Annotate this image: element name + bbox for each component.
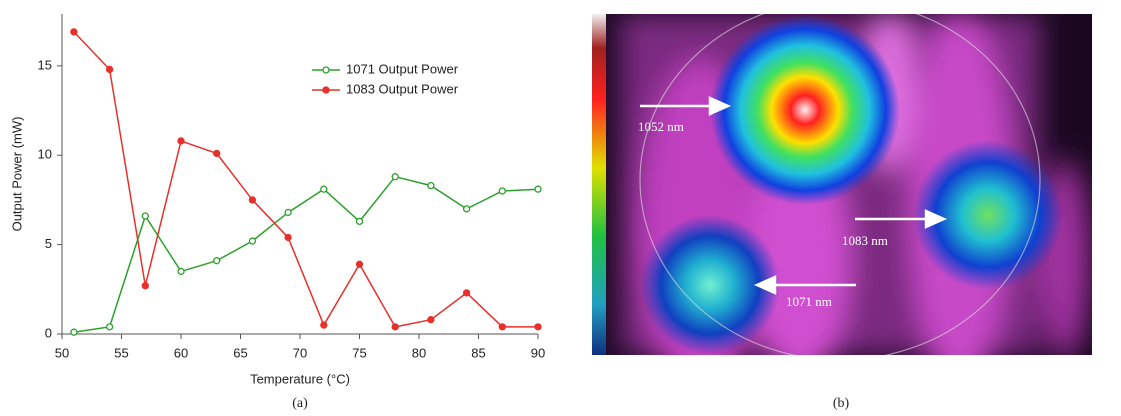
caption: (a): [292, 396, 308, 411]
data-point: [535, 324, 541, 330]
data-point: [357, 261, 363, 267]
x-tick-label: 90: [531, 345, 545, 360]
x-tick-label: 65: [233, 345, 247, 360]
legend-label: 1083 Output Power: [346, 81, 459, 96]
data-point: [214, 258, 220, 264]
x-tick-label: 75: [352, 345, 366, 360]
data-point: [249, 238, 255, 244]
x-tick-label: 55: [114, 345, 128, 360]
data-point: [178, 268, 184, 274]
x-tick-label: 80: [412, 345, 426, 360]
image-label: 1052 nm: [638, 119, 684, 134]
y-tick-label: 0: [45, 325, 52, 340]
data-point: [392, 174, 398, 180]
data-point: [214, 150, 220, 156]
x-axis-title: Temperature (°C): [250, 371, 350, 386]
data-point: [71, 329, 77, 335]
x-tick-label: 60: [174, 345, 188, 360]
data-point: [142, 283, 148, 289]
figure: 1052 nm 1083 nm 1071 nm (b) (a) Temperat…: [0, 0, 1121, 416]
data-point: [107, 66, 113, 72]
data-point: [357, 218, 363, 224]
data-point: [321, 322, 327, 328]
data-point: [285, 234, 291, 240]
y-tick-label: 10: [38, 147, 52, 162]
legend-marker: [323, 87, 329, 93]
data-point: [249, 197, 255, 203]
data-point: [71, 29, 77, 35]
data-point: [321, 186, 327, 192]
series-line: [74, 177, 538, 333]
y-axis-title: Output Power (mW): [9, 117, 24, 232]
data-point: [464, 290, 470, 296]
data-point: [107, 324, 113, 330]
data-point: [178, 138, 184, 144]
legend-label: 1071 Output Power: [346, 61, 459, 76]
data-point: [535, 186, 541, 192]
data-point: [428, 183, 434, 189]
image-label: 1071 nm: [786, 294, 832, 309]
y-tick-label: 5: [45, 236, 52, 251]
x-tick-label: 70: [293, 345, 307, 360]
data-point: [499, 324, 505, 330]
y-tick-label: 15: [38, 57, 52, 72]
data-point: [392, 324, 398, 330]
x-tick-label: 50: [55, 345, 69, 360]
data-point: [285, 209, 291, 215]
legend-marker: [323, 67, 329, 73]
data-point: [464, 206, 470, 212]
data-point: [428, 317, 434, 323]
data-point: [142, 213, 148, 219]
caption: (b): [833, 396, 850, 411]
x-tick-label: 85: [471, 345, 485, 360]
data-point: [499, 188, 505, 194]
beam-image: [592, 0, 1092, 400]
image-label: 1083 nm: [842, 233, 888, 248]
